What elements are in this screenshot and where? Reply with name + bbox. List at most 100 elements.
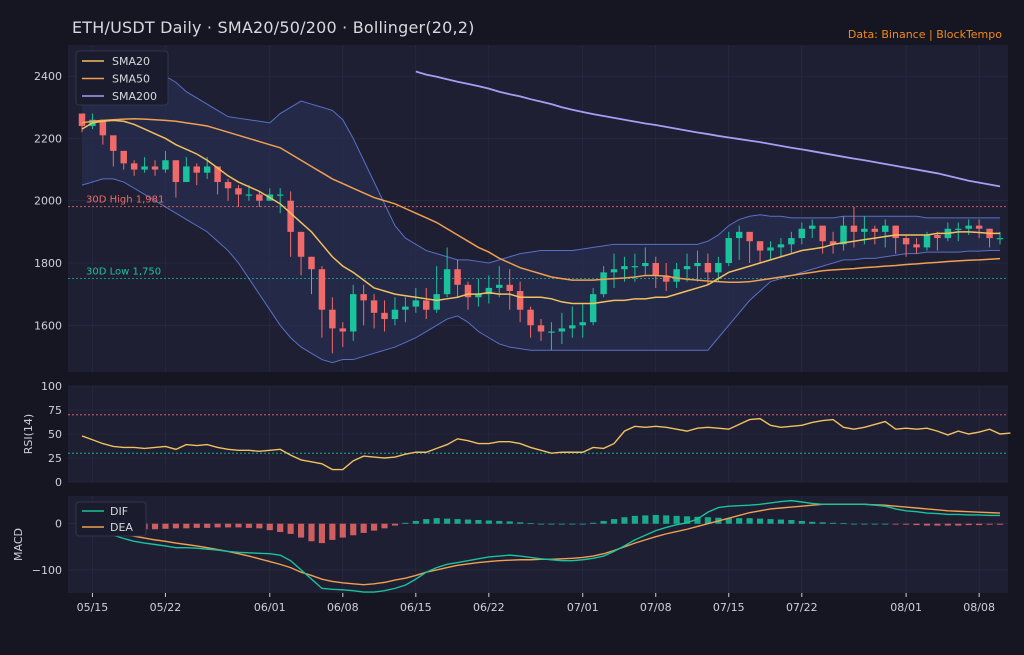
rsi-y-tick-label: 25 [48,452,62,465]
candle-body [412,300,420,307]
candle-body [569,325,576,329]
rsi-y-tick-label: 50 [48,428,62,441]
legend-label: DIF [110,505,128,518]
macd-histogram-bar [412,520,419,524]
candle-body [475,294,482,298]
candle-body [756,241,764,251]
macd-histogram-bar [235,523,242,528]
macd-histogram-bar [266,523,273,531]
candle-body [245,194,253,196]
macd-histogram-bar [381,523,388,529]
candle-body [506,284,513,292]
macd-histogram-bar [621,517,628,524]
macd-histogram-bar [840,523,847,525]
macd-histogram-bar [329,523,336,540]
candle-body [996,238,1004,240]
macd-histogram-bar [767,519,774,524]
candle-body [902,238,910,245]
candle-body [788,238,795,245]
bollinger-lower-line [81,178,1000,364]
candle-body [548,331,555,333]
candle-body [120,150,127,164]
macd-histogram-bar [892,523,899,525]
macd-histogram-bar [464,519,472,524]
candle-body [360,294,367,301]
candle-body [955,228,962,230]
x-tick-label: 07/01 [567,601,599,614]
bollinger-upper-line [81,60,1000,264]
macd-histogram-bar [694,516,701,524]
macd-histogram-bar [569,523,576,525]
macd-histogram-bar [631,515,638,524]
sma20-line [81,119,1000,305]
macd-histogram-bar [600,520,607,524]
candle-body [882,225,889,232]
candle-body [975,225,983,229]
candle-body [297,231,305,257]
candle-body [923,234,931,248]
macd-histogram-bar [339,523,346,538]
macd-histogram-bar [652,514,659,524]
macd-histogram-bar [475,520,482,524]
chart-title: ETH/USDT Daily · SMA20/50/200 · Bollinge… [72,18,475,37]
macd-histogram-bar [287,523,294,534]
macd-histogram-bar [371,523,378,531]
macd-histogram-bar [736,518,743,524]
candle-body [589,294,597,323]
macd-histogram-bar [996,523,1004,525]
candle-body [496,284,503,288]
candle-body [339,328,347,332]
candle-body [193,166,200,173]
candle-body [621,266,628,270]
x-tick-label: 06/08 [327,601,359,614]
macd-histogram-bar [903,523,910,525]
macd-histogram-bar [579,523,586,525]
x-tick-label: 05/22 [150,601,182,614]
candle-body [130,163,138,170]
macd-histogram-bar [850,523,858,525]
candle-body [224,182,232,189]
macd-histogram-bar [423,519,430,524]
candle-body [673,269,680,282]
rsi-y-tick-label: 0 [55,476,62,489]
macd-histogram-bar [725,518,732,524]
candle-body [631,266,639,268]
candle-body [735,231,743,239]
macd-y-tick-label: 0 [55,518,62,531]
macd-histogram-bar [830,522,837,524]
candle-body [558,328,566,332]
level-label: 30D Low 1,750 [86,267,161,278]
candle-body [537,325,545,332]
rsi-line [81,417,1011,471]
macd-histogram-bar [788,520,795,524]
macd-histogram-bar [944,523,951,526]
macd-histogram-bar [756,518,764,524]
candle-body [370,300,378,313]
legend-label: SMA20 [112,55,150,68]
macd-histogram-bar [965,523,972,526]
macd-y-tick-label: −100 [32,564,62,577]
macd-histogram-bar [506,521,513,524]
macd-histogram-bar [704,517,711,524]
macd-histogram-bar [277,523,284,533]
macd-histogram-bar [527,523,534,525]
candle-body [99,119,107,136]
candle-body [777,244,785,248]
macd-histogram-bar [663,515,670,524]
level-annotations: 30D High 1,981 30D Low 1,750 [68,195,1008,280]
macd-histogram-bar [673,515,680,524]
legends: SMA20 SMA50 SMA200 DIF DEA [75,50,169,537]
macd-histogram-bar [350,523,357,536]
candle-body [715,263,722,273]
macd-histogram-bar [318,523,326,544]
x-tick-label: 07/08 [640,601,672,614]
legend-label: SMA200 [112,90,157,103]
legend-label: DEA [110,521,133,534]
macd-histogram-bar [517,522,524,524]
macd-histogram-bar [934,523,941,526]
macd-panel [68,496,1008,593]
rsi-y-tick-label: 100 [41,380,62,393]
candle-body [913,244,920,248]
dif-line [81,499,1000,593]
